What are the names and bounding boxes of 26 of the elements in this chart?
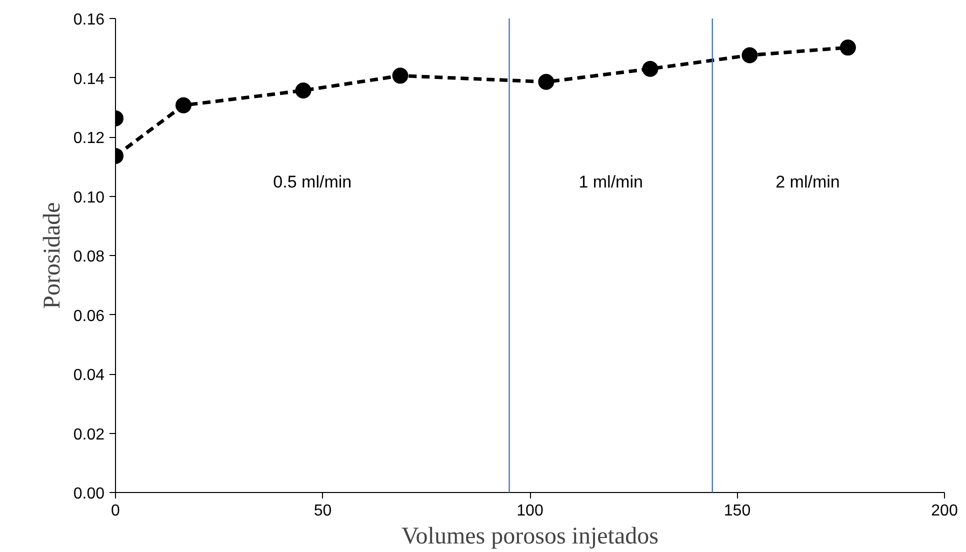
annotation: 2 ml/min xyxy=(776,172,840,192)
y-tick-label: 0.16 xyxy=(73,12,105,28)
x-tick-label: 150 xyxy=(724,502,751,520)
point xyxy=(742,47,758,64)
y-axis-title: Porosidade xyxy=(39,202,66,309)
x-tick-label: 200 xyxy=(931,502,958,520)
point xyxy=(175,97,192,114)
x-tick-label: 50 xyxy=(314,502,332,520)
y-tick-label: 0.10 xyxy=(73,189,105,206)
annotation: 1 ml/min xyxy=(578,172,643,192)
y-tick-label: 0.12 xyxy=(73,130,105,147)
point xyxy=(538,74,554,90)
point xyxy=(392,68,408,84)
annotation: 0.5 ml/min xyxy=(273,172,352,192)
y-tick-label: 0.00 xyxy=(73,486,105,502)
point xyxy=(295,82,312,98)
y-tick-label: 0.04 xyxy=(73,367,105,384)
x-tick-label: 0 xyxy=(111,502,120,520)
point xyxy=(840,40,856,56)
x-tick-label: 100 xyxy=(516,502,544,520)
y-tick-label: 0.14 xyxy=(73,70,105,88)
y-tick-label: 0.02 xyxy=(73,426,105,444)
y-tick-label: 0.08 xyxy=(73,248,105,266)
point xyxy=(642,60,658,77)
y-tick-label: 0.06 xyxy=(73,308,105,325)
x-axis-title: Volumes porosos injetados xyxy=(402,524,658,550)
